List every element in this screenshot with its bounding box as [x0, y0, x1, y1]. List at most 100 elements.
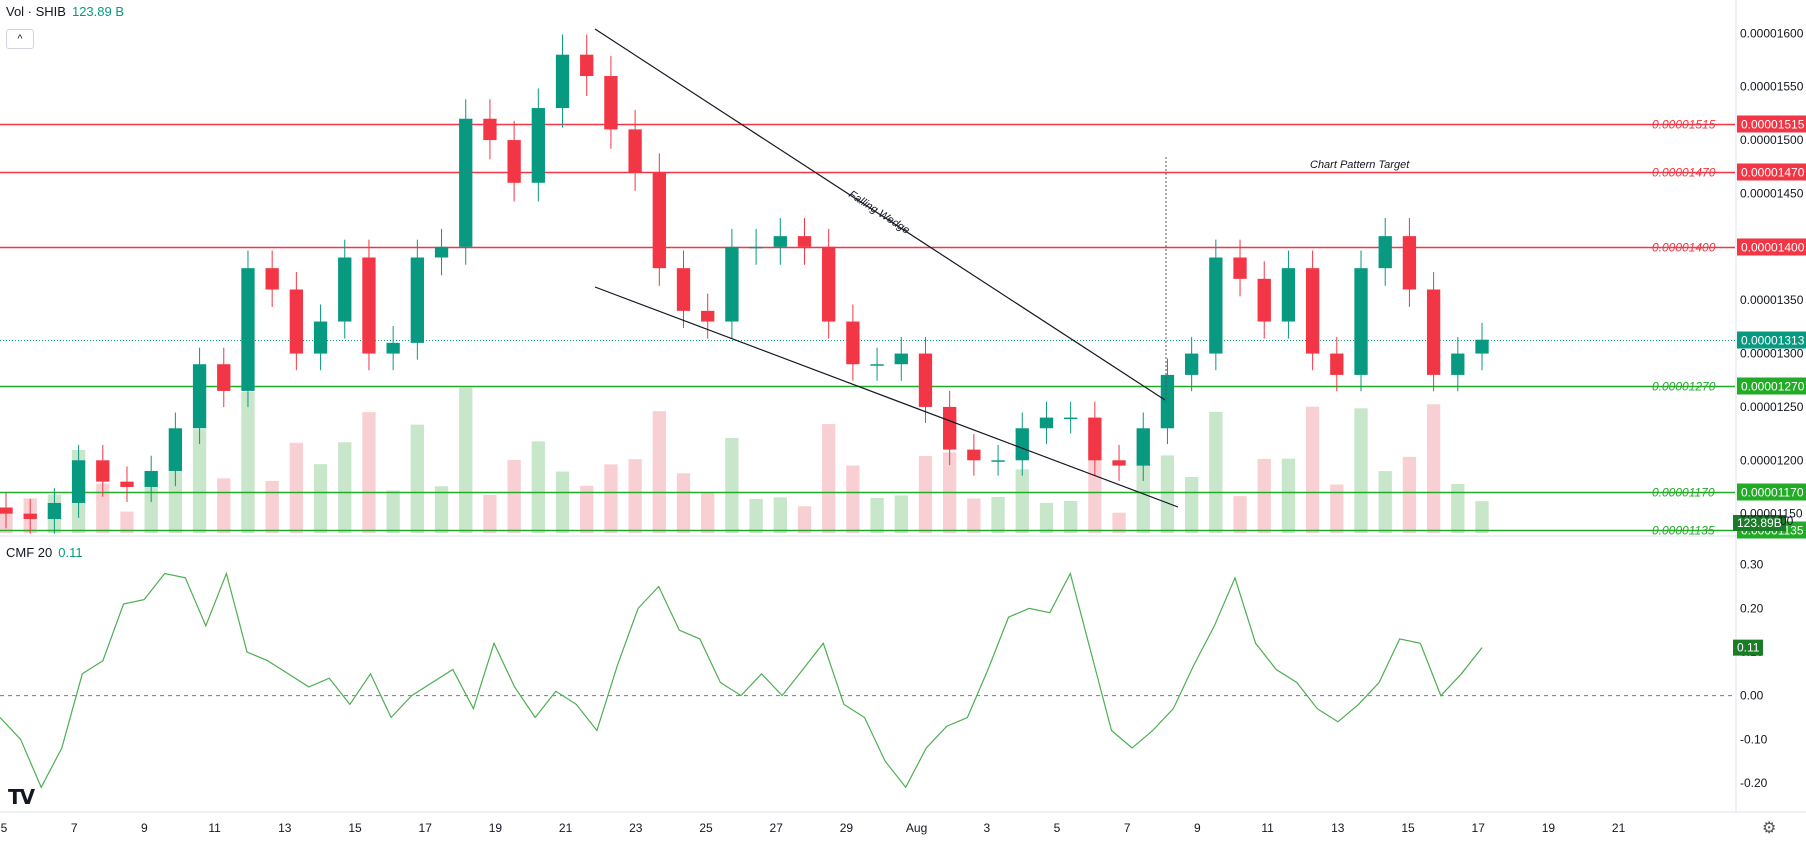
candle-body[interactable]: [47, 502, 62, 519]
level-price-badge: [1737, 163, 1806, 181]
grid-layer: [0, 0, 1806, 813]
candle-body[interactable]: [991, 460, 1005, 462]
candle-body[interactable]: [749, 246, 763, 249]
candle-body[interactable]: [265, 268, 279, 290]
volume-bar: [1354, 408, 1368, 533]
candle-body[interactable]: [773, 236, 787, 247]
price-tick-label: 0.00001600: [1740, 26, 1804, 40]
candle-body[interactable]: [1112, 460, 1126, 466]
candle-body[interactable]: [289, 289, 304, 354]
candle-body[interactable]: [555, 54, 570, 109]
candle-body[interactable]: [1475, 339, 1489, 354]
wedge-lower-trendline[interactable]: [594, 286, 1179, 508]
volume-bar: [362, 412, 376, 533]
candle-body[interactable]: [168, 428, 183, 471]
volume-bar: [1064, 501, 1078, 533]
volume-bar: [96, 483, 110, 533]
candle-body[interactable]: [120, 481, 134, 487]
candle-body[interactable]: [676, 268, 691, 311]
price-axis[interactable]: 0.00001600 0.00001550 0.00001500 0.00001450…: [1740, 26, 1804, 528]
candle-body[interactable]: [1160, 374, 1175, 429]
candle-body[interactable]: [338, 257, 352, 322]
wedge-upper-trendline[interactable]: [594, 28, 1166, 401]
candle-body[interactable]: [870, 364, 884, 366]
time-tick-label: 23: [629, 821, 643, 835]
candle-body[interactable]: [0, 507, 13, 514]
candle-body[interactable]: [1233, 257, 1247, 279]
candle-body[interactable]: [1402, 236, 1417, 290]
price-tick-label: 0.00001350: [1740, 293, 1804, 307]
cmf-indicator-pane[interactable]: 0.300.200.100.00-0.10-0.200.11: [0, 558, 1768, 790]
volume-bar: [1451, 483, 1465, 533]
candle-body[interactable]: [918, 353, 933, 407]
volume-bar: [1209, 411, 1223, 533]
price-tick-label: 0.00001500: [1740, 133, 1804, 147]
candle-body[interactable]: [1378, 236, 1392, 269]
candle-body[interactable]: [410, 257, 424, 343]
candle-body[interactable]: [1354, 268, 1368, 375]
candle-body[interactable]: [531, 108, 545, 183]
candle-body[interactable]: [71, 460, 86, 503]
candle-body[interactable]: [1330, 353, 1344, 375]
candle-body[interactable]: [386, 342, 400, 354]
time-tick-label: 7: [1124, 821, 1131, 835]
time-tick-label: 9: [1194, 821, 1201, 835]
falling-wedge-drawing[interactable]: Falling Wedge Chart Pattern Target: [594, 28, 1410, 508]
gear-icon[interactable]: ⚙: [1762, 820, 1777, 837]
level-label: 0.00001270: [1652, 380, 1716, 394]
candle-body[interactable]: [434, 246, 449, 258]
candle-body[interactable]: [967, 449, 981, 461]
candle-body[interactable]: [1209, 257, 1223, 354]
candle-body[interactable]: [1136, 428, 1150, 466]
candle-body[interactable]: [797, 236, 812, 247]
candle-body[interactable]: [483, 118, 497, 141]
tradingview-logo: TV: [8, 785, 35, 809]
volume-bar: [1233, 496, 1247, 533]
candle-body[interactable]: [1039, 417, 1054, 429]
candle-body[interactable]: [822, 246, 836, 322]
candle-body[interactable]: [507, 140, 521, 183]
time-tick-label: 21: [1612, 821, 1626, 835]
candle-body[interactable]: [846, 321, 860, 365]
candle-body[interactable]: [1257, 278, 1271, 322]
candle-body[interactable]: [241, 268, 255, 391]
candle-body[interactable]: [725, 246, 739, 322]
candle-body[interactable]: [459, 118, 473, 247]
candle-body[interactable]: [580, 54, 594, 77]
candle-body[interactable]: [1064, 417, 1078, 420]
volume-bar: [120, 511, 134, 533]
volume-bar: [1112, 512, 1126, 533]
candle-body[interactable]: [1184, 353, 1199, 375]
candle-body[interactable]: [652, 172, 666, 269]
candle-body[interactable]: [1426, 289, 1441, 375]
time-axis[interactable]: 5 7 9 11 13 15 17 19 21 23 25 27 29 Aug 3 5 7 9 11 13 15 17 19…: [1, 821, 1626, 835]
candle-body[interactable]: [604, 76, 618, 130]
candle-body[interactable]: [192, 364, 207, 429]
candle-body[interactable]: [313, 321, 328, 354]
collapse-legend-button[interactable]: ^: [6, 29, 34, 49]
candle-body[interactable]: [1305, 268, 1320, 354]
candle-body[interactable]: [894, 353, 908, 365]
candle-body[interactable]: [1281, 268, 1296, 322]
volume-bar: [338, 442, 352, 533]
candle-body[interactable]: [628, 129, 642, 173]
cmf-value: 0.11: [58, 545, 83, 560]
candle-body[interactable]: [96, 460, 110, 482]
time-tick-label: 17: [1472, 821, 1486, 835]
candlesticks[interactable]: [0, 34, 1489, 534]
candle-body[interactable]: [701, 310, 715, 322]
candle-body[interactable]: [217, 364, 231, 391]
horizontal-levels[interactable]: 0.00001515 0.00001515 0.00001470 0.00001470…: [0, 115, 1806, 539]
cmf-line[interactable]: [0, 571, 1483, 789]
volume-bar: [241, 392, 255, 533]
candle-body[interactable]: [1451, 353, 1465, 375]
candle-body[interactable]: [23, 513, 37, 519]
volume-bar: [967, 498, 981, 533]
time-tick-label: 13: [1331, 821, 1345, 835]
candle-body[interactable]: [943, 406, 957, 450]
candle-body[interactable]: [1015, 428, 1029, 461]
candle-body[interactable]: [144, 470, 158, 487]
candle-body[interactable]: [1088, 417, 1102, 461]
candle-body[interactable]: [362, 257, 376, 354]
